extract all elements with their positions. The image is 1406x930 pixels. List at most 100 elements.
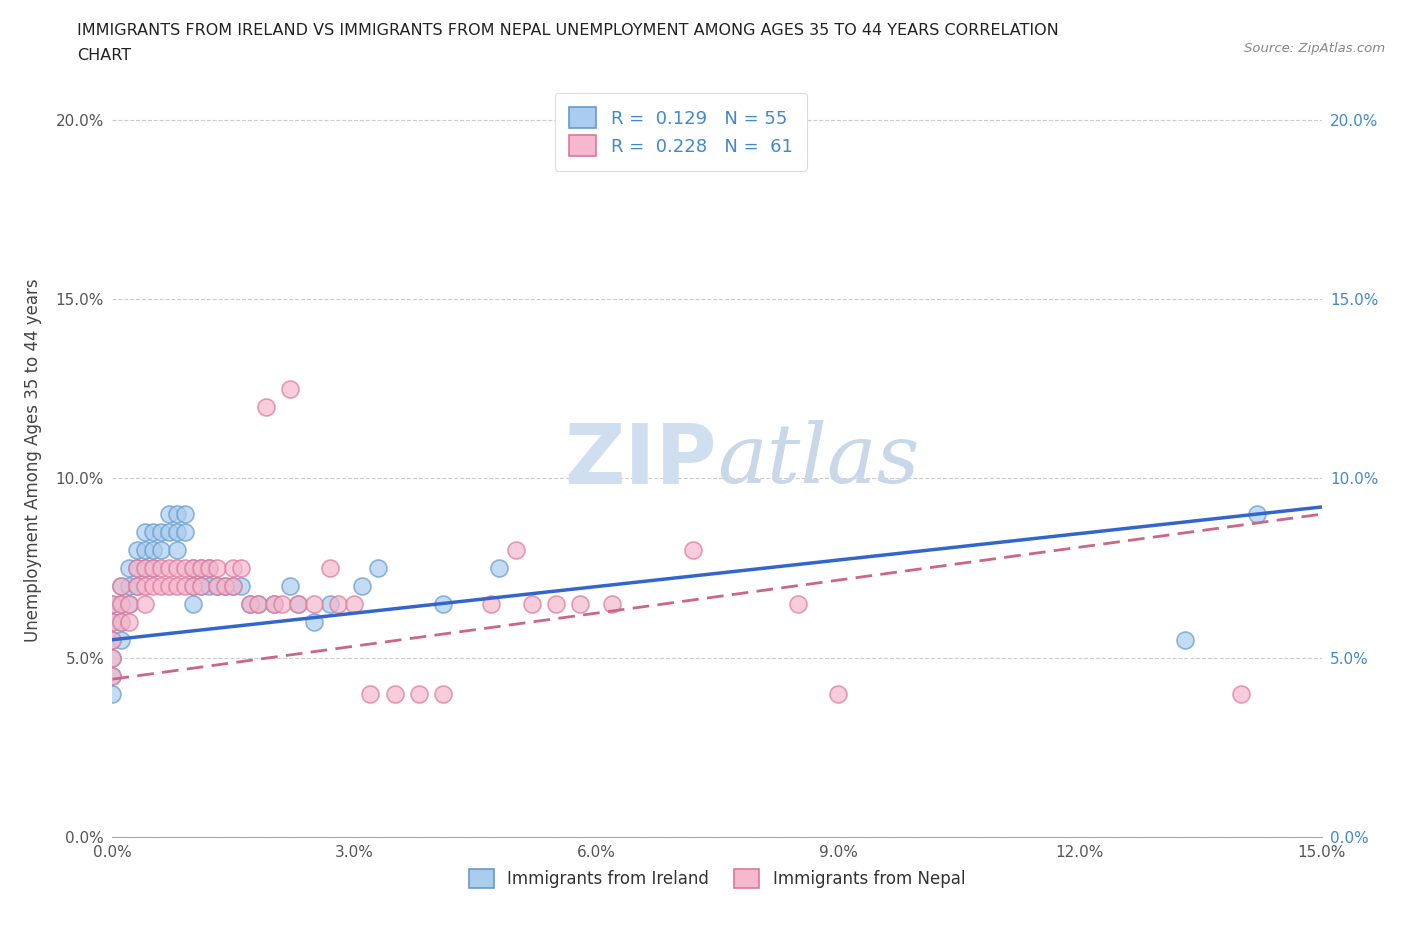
Point (198, 578, 221, 593)
Point (110, 578, 132, 593)
Point (222, 578, 245, 593)
Point (827, 686, 849, 701)
Point (408, 686, 430, 701)
Point (134, 596, 156, 611)
Point (254, 399, 277, 414)
Point (101, 596, 124, 611)
Point (181, 578, 204, 593)
Point (117, 596, 139, 611)
Point (278, 381, 301, 396)
Point (125, 561, 148, 576)
Point (101, 632, 124, 647)
Point (231, 561, 253, 576)
Point (238, 596, 260, 611)
Point (101, 650, 124, 665)
Point (142, 578, 165, 593)
Point (110, 596, 132, 611)
Point (302, 596, 325, 611)
Point (117, 561, 139, 576)
Text: Source: ZipAtlas.com: Source: ZipAtlas.com (1244, 42, 1385, 55)
Point (110, 632, 132, 647)
Point (181, 578, 204, 593)
Point (246, 596, 269, 611)
Point (544, 596, 567, 611)
Point (207, 561, 229, 576)
Point (174, 561, 197, 576)
Text: CHART: CHART (77, 48, 131, 63)
Point (181, 596, 204, 611)
Point (166, 561, 188, 576)
Point (222, 561, 245, 576)
Point (181, 561, 204, 576)
Point (149, 561, 172, 576)
Point (110, 615, 132, 630)
Point (207, 578, 229, 593)
Point (287, 596, 309, 611)
Y-axis label: Unemployment Among Ages 35 to 44 years: Unemployment Among Ages 35 to 44 years (24, 279, 42, 642)
Point (125, 542, 148, 557)
Point (278, 578, 301, 593)
Point (117, 596, 139, 611)
Point (134, 525, 156, 539)
Point (101, 686, 124, 701)
Point (174, 578, 197, 593)
Point (270, 596, 292, 611)
Point (231, 578, 253, 593)
Point (263, 596, 285, 611)
Point (222, 578, 245, 593)
Text: IMMIGRANTS FROM IRELAND VS IMMIGRANTS FROM NEPAL UNEMPLOYMENT AMONG AGES 35 TO 4: IMMIGRANTS FROM IRELAND VS IMMIGRANTS FR… (77, 23, 1059, 38)
Point (117, 615, 139, 630)
Point (142, 561, 165, 576)
Point (505, 542, 527, 557)
Point (134, 542, 156, 557)
Point (110, 596, 132, 611)
Point (520, 596, 543, 611)
Point (1174, 632, 1197, 647)
Point (101, 668, 124, 683)
Point (384, 686, 406, 701)
Point (488, 561, 510, 576)
Point (190, 578, 212, 593)
Point (166, 542, 188, 557)
Text: ZIP: ZIP (565, 419, 717, 501)
Point (134, 578, 156, 593)
Point (157, 578, 180, 593)
Point (343, 596, 366, 611)
Point (157, 561, 180, 576)
Point (302, 615, 325, 630)
Legend: Immigrants from Ireland, Immigrants from Nepal: Immigrants from Ireland, Immigrants from… (461, 860, 973, 897)
Point (319, 596, 342, 611)
Point (682, 542, 704, 557)
Point (1246, 507, 1268, 522)
Point (142, 525, 165, 539)
Point (166, 578, 188, 593)
Point (101, 632, 124, 647)
Point (149, 578, 172, 593)
Point (134, 561, 156, 576)
Point (352, 578, 374, 593)
Point (157, 525, 180, 539)
Text: atlas: atlas (717, 420, 920, 500)
Point (214, 578, 236, 593)
Point (101, 615, 124, 630)
Point (479, 596, 502, 611)
Point (367, 561, 389, 576)
Point (190, 578, 212, 593)
Point (166, 507, 188, 522)
Point (117, 578, 139, 593)
Point (263, 596, 285, 611)
Point (149, 525, 172, 539)
Point (110, 578, 132, 593)
Point (238, 596, 260, 611)
Point (198, 561, 221, 576)
Point (101, 650, 124, 665)
Point (174, 525, 197, 539)
Point (149, 542, 172, 557)
Point (125, 578, 148, 593)
Point (166, 525, 188, 539)
Point (125, 561, 148, 576)
Point (319, 561, 342, 576)
Point (246, 596, 269, 611)
Point (569, 596, 592, 611)
Point (142, 542, 165, 557)
